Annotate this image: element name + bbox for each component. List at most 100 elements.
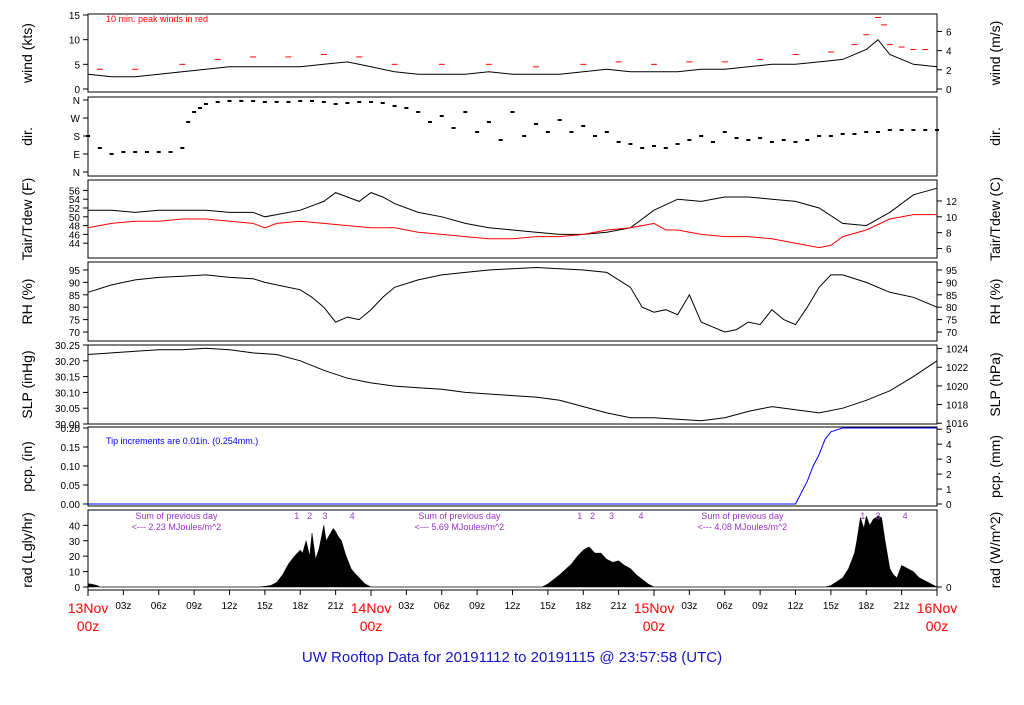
rad-note-line1: Sum of previous day (701, 511, 784, 521)
pcp-y2tick-label: 1 (946, 485, 952, 496)
slp-ytick-label: 30.25 (55, 341, 80, 352)
dir-ylabel: dir. (19, 127, 35, 146)
rad-area (87, 515, 938, 588)
time-tick-label: 18z (575, 601, 591, 612)
temp-frame (87, 179, 938, 259)
rad-note-line2: <--- 2.23 MJoules/m^2 (132, 522, 222, 532)
time-tick-label: 06z (434, 601, 450, 612)
rad-marker: 4 (903, 511, 908, 521)
pcp-series-0 (88, 427, 937, 505)
rad-marker: 3 (609, 511, 614, 521)
slp-ytick-label: 30.15 (55, 373, 80, 384)
time-tick-label: 09z (186, 601, 202, 612)
slp-series-0 (87, 347, 938, 422)
rh-y2tick-label: 85 (946, 291, 958, 302)
day-hour-label: 00z (360, 618, 383, 634)
rh-series-0 (87, 266, 938, 333)
rad-note-line1: Sum of previous day (418, 511, 501, 521)
day-label: 16Nov (917, 600, 957, 616)
rad-ytick-label: 20 (69, 552, 81, 563)
time-tick-label: 15z (540, 601, 556, 612)
pcp-y2tick-label: 3 (946, 455, 952, 466)
slp-ytick-label: 30.10 (55, 388, 80, 399)
day-hour-label: 00z (926, 618, 949, 634)
rad-ytick-label: 10 (69, 568, 81, 579)
rad-ytick-label: 40 (69, 521, 81, 532)
slp-y2tick-label: 1018 (946, 401, 969, 412)
day-label: 13Nov (68, 600, 108, 616)
rh-ytick-label: 85 (69, 291, 81, 302)
time-tick-label: 15z (257, 601, 273, 612)
time-tick-label: 12z (504, 601, 520, 612)
time-tick-label: 12z (787, 601, 803, 612)
temp-ylabel: Tair/Tdew (F) (19, 178, 35, 260)
rh-y2tick-label: 95 (946, 266, 958, 277)
rh-y2tick-label: 70 (946, 328, 958, 339)
day-hour-label: 00z (643, 618, 666, 634)
rad-marker: 3 (876, 511, 881, 521)
rad-marker: 1 (577, 511, 582, 521)
rad-marker: 2 (590, 511, 595, 521)
rad-ytick-label: 30 (69, 537, 81, 548)
rh-ytick-label: 90 (69, 278, 81, 289)
time-tick-label: 18z (858, 601, 874, 612)
rh-ytick-label: 70 (69, 328, 81, 339)
slp-ylabel2: SLP (hPa) (987, 352, 1003, 416)
slp-y2tick-label: 1016 (946, 419, 969, 430)
temp-series-1 (87, 214, 937, 249)
slp-y2tick-label: 1022 (946, 363, 969, 374)
rad-note-line1: Sum of previous day (135, 511, 218, 521)
time-tick-label: 21z (328, 601, 344, 612)
rh-ylabel2: RH (%) (987, 279, 1003, 325)
day-label: 14Nov (351, 600, 391, 616)
rh-ytick-label: 95 (69, 266, 81, 277)
time-tick-label: 12z (221, 601, 237, 612)
wind-ytick-label: 15 (69, 11, 81, 22)
pcp-y2tick-label: 2 (946, 470, 952, 481)
panel-slp: 30.00 30.05 30.10 30.15 30.20 30.25 1016 1018 10… (55, 341, 969, 431)
rad-marker: 2 (307, 511, 312, 521)
rh-ytick-label: 80 (69, 303, 81, 314)
pcp-annotation: Tip increments are 0.01in. (0.254mm.) (106, 436, 258, 446)
rad-marker: 4 (350, 511, 355, 521)
slp-y2tick-label: 1020 (946, 382, 969, 393)
rad-ylabel2: rad (W/m^2) (987, 512, 1003, 589)
wind-ylabel2: wind (m/s) (987, 21, 1003, 87)
time-tick-label: 06z (717, 601, 733, 612)
time-tick-label: 03z (681, 601, 697, 612)
rad-marker: 1 (860, 511, 865, 521)
time-tick-label: 03z (398, 601, 414, 612)
temp-ytick-label: 52 (69, 204, 81, 215)
slp-ytick-label: 30.05 (55, 404, 80, 415)
time-tick-label: 15z (823, 601, 839, 612)
pcp-ytick-label: 0.10 (61, 462, 81, 473)
rh-frame (87, 261, 938, 342)
pcp-ytick-label: 0.05 (61, 481, 81, 492)
temp-ytick-label: 46 (69, 230, 81, 241)
slp-frame (87, 344, 938, 425)
wind-ytick-label: 5 (74, 60, 80, 71)
slp-ylabel: SLP (inHg) (19, 350, 35, 418)
pcp-y2tick-label: 0 (946, 500, 952, 511)
time-tick-label: 21z (894, 601, 910, 612)
temp-y2tick-label: 6 (946, 244, 952, 255)
dir-ytick-label: N (73, 168, 80, 179)
temp-ytick-label: 50 (69, 213, 81, 224)
temp-series-0 (88, 187, 938, 235)
temp-y2tick-label: 12 (946, 197, 958, 208)
wind-frame (87, 13, 938, 93)
dir-ytick-label: W (71, 114, 81, 125)
wind-ytick-label: 0 (74, 85, 80, 96)
slp-ytick-label: 30.20 (55, 357, 80, 368)
wind-y2tick-label: 2 (946, 66, 952, 77)
day-label: 15Nov (634, 600, 674, 616)
temp-ylabel2: Tair/Tdew (C) (987, 177, 1003, 261)
rad-marker: 1 (294, 511, 299, 521)
temp-ytick-label: 56 (69, 186, 81, 197)
temp-ytick-label: 48 (69, 222, 81, 233)
wind-series-0 (87, 38, 938, 78)
temp-y2tick-label: 10 (946, 213, 958, 224)
